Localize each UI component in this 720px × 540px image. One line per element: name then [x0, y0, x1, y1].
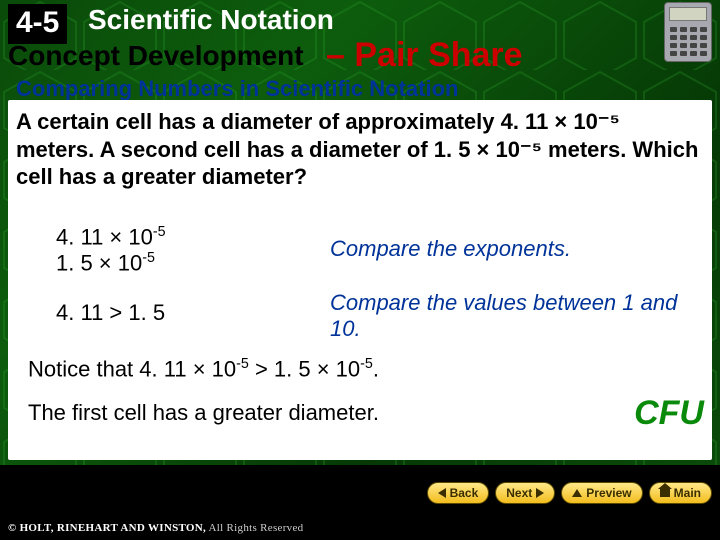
calc-key [700, 35, 707, 40]
preview-button[interactable]: Preview [561, 482, 642, 504]
back-button[interactable]: Back [427, 482, 490, 504]
calc-key [680, 27, 687, 32]
calc-key [700, 43, 707, 48]
calc-key [680, 35, 687, 40]
home-icon [660, 489, 670, 497]
work-line-2: 1. 5 × 10-5 [56, 250, 155, 276]
lesson-number-badge: 4-5 [8, 4, 67, 44]
calc-key [690, 35, 697, 40]
next-label: Next [506, 486, 532, 500]
calc-key [690, 51, 697, 56]
calc-key [680, 43, 687, 48]
conclusion-text: The first cell has a greater diameter. [28, 400, 379, 426]
rights-reserved: All Rights Reserved [206, 522, 303, 534]
work-value: 1. 5 × 10 [56, 250, 142, 275]
work-exponent: -5 [153, 224, 166, 240]
arrow-up-icon [572, 489, 582, 497]
next-button[interactable]: Next [495, 482, 555, 504]
copyright-line: © HOLT, RINEHART AND WINSTON, All Rights… [8, 522, 303, 534]
hint-exponents: Compare the exponents. [330, 236, 571, 262]
calc-key [670, 35, 677, 40]
calc-key [690, 27, 697, 32]
nav-row: Back Next Preview Main [427, 482, 712, 504]
notice-suffix: . [373, 356, 379, 381]
slide: 4-5 Scientific Notation Concept Developm… [0, 0, 720, 540]
work-value: 4. 11 × 10 [56, 224, 153, 249]
main-button[interactable]: Main [649, 482, 712, 504]
cfu-label: CFU [634, 394, 704, 433]
work-comparison: 4. 11 > 1. 5 [56, 300, 165, 326]
footer-bar: Back Next Preview Main © HOLT, RINEHART … [0, 465, 720, 540]
arrow-left-icon [438, 488, 446, 498]
work-exponent: -5 [142, 250, 155, 266]
back-label: Back [450, 486, 479, 500]
preview-label: Preview [586, 486, 631, 500]
calc-key [670, 27, 677, 32]
notice-exp: -5 [236, 356, 249, 372]
calculator-screen [669, 7, 707, 21]
calc-key [700, 27, 707, 32]
calc-key [670, 51, 677, 56]
pair-share-label: – Pair Share [326, 36, 523, 75]
slide-subtitle: Comparing Numbers in Scientific Notation [16, 76, 458, 102]
calc-key [690, 43, 697, 48]
calc-key [700, 51, 707, 56]
lesson-title: Scientific Notation [88, 4, 334, 36]
problem-text: A certain cell has a diameter of approxi… [16, 108, 704, 191]
notice-mid: > 1. 5 × 10 [249, 356, 360, 381]
notice-exp: -5 [360, 356, 373, 372]
copyright-holder: © HOLT, RINEHART AND WINSTON, [8, 522, 206, 534]
notice-line: Notice that 4. 11 × 10-5 > 1. 5 × 10-5. [28, 356, 379, 382]
work-line-1: 4. 11 × 10-5 [56, 224, 166, 250]
concept-development-label: Concept Development [8, 40, 304, 72]
arrow-right-icon [536, 488, 544, 498]
main-label: Main [674, 486, 701, 500]
calc-key [670, 43, 677, 48]
calculator-icon [664, 2, 712, 62]
hint-values: Compare the values between 1 and 10. [330, 290, 690, 343]
calc-key [680, 51, 687, 56]
notice-prefix: Notice that 4. 11 × 10 [28, 356, 236, 381]
